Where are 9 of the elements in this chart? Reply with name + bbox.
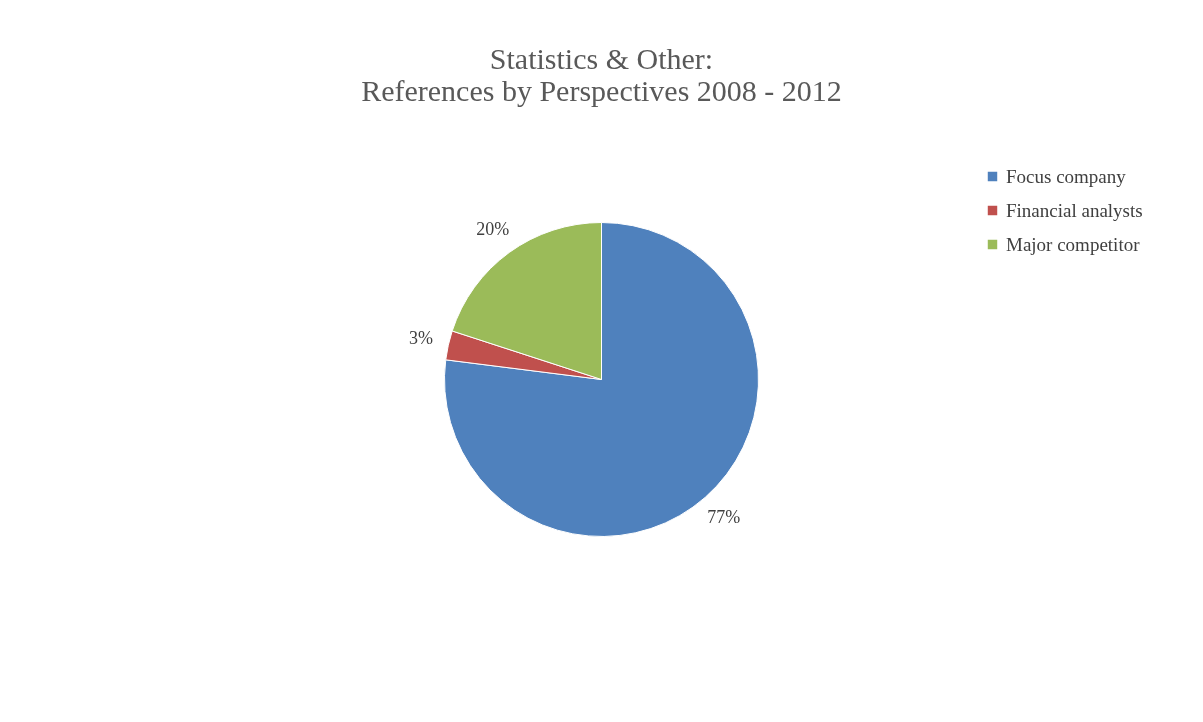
pie-slice: [444, 222, 759, 537]
legend-label: Financial analysts: [1006, 199, 1143, 221]
legend-label: Major competitor: [1006, 233, 1141, 255]
data-label: 77%: [707, 507, 741, 528]
legend-label: Focus company: [1006, 165, 1127, 187]
data-label: 3%: [408, 328, 433, 349]
text: Statistics & Other:: [489, 42, 714, 75]
text: References by Perspectives 2008 - 2012: [361, 74, 842, 107]
data-label: 20%: [476, 218, 510, 239]
